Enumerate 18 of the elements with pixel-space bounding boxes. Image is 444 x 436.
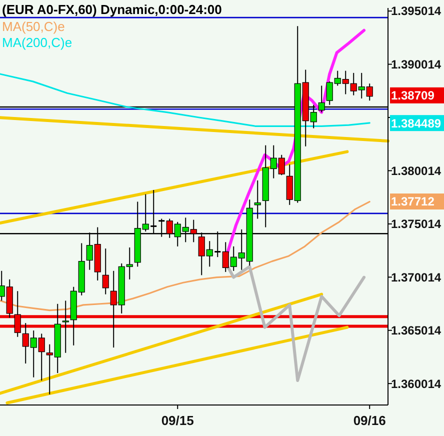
text: MA(50,C)e [2,19,65,34]
y-tick-label: 1.380014 [391,164,442,178]
candlestick [102,248,109,295]
chart-title: (EUR A0-FX,60) Dynamic,0:00-24:00 [2,2,222,17]
x-tick-label: 09/16 [353,413,386,428]
y-tick-label: 1.390014 [391,57,442,72]
candlestick [254,180,261,220]
y-tick-label: 1.365014 [391,324,442,338]
y-tick-label: 1.395014 [391,4,442,18]
candlestick [62,300,69,354]
annotation: 1.384489 [391,116,442,130]
y-tick-label: 1.370014 [391,270,442,284]
annotation: 1.37712 [391,194,435,209]
y-tick-label: 1.360014 [391,376,442,391]
x-tick-label: 09/15 [161,413,194,428]
annotation: 1.38709 [391,88,435,103]
y-tick-label: 1.375014 [391,217,442,232]
series-label: MA(200,C)e [2,35,72,50]
